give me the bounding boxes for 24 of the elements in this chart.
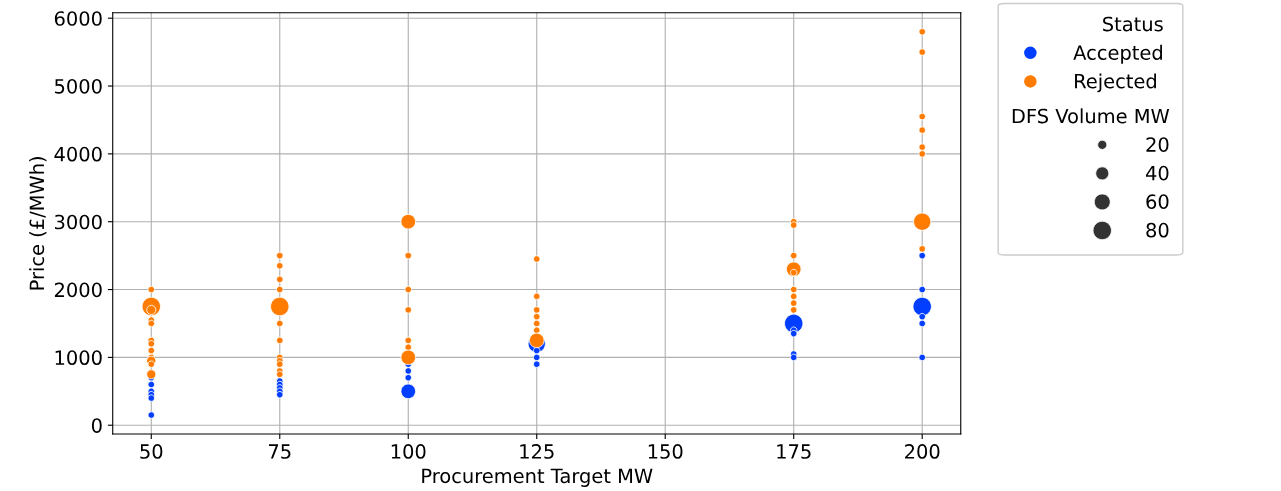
y-tick-label: 5000 — [55, 78, 102, 94]
x-tick-label: 175 — [777, 444, 811, 459]
legend-label: Accepted — [1073, 44, 1162, 64]
text: DFS Volume MW — [1012, 108, 1170, 124]
x-tick-label: 125 — [520, 444, 554, 459]
legend-label: 20 — [1146, 137, 1169, 152]
x-tick-label: 200 — [905, 444, 940, 459]
x-axis-title: Procurement Target MW — [422, 468, 653, 487]
legend-label: 60 — [1146, 194, 1169, 209]
legend-label: 80 — [1146, 222, 1169, 238]
y-tick-label: 1000 — [55, 350, 102, 366]
text: Status — [1103, 16, 1163, 32]
x-tick-label: 100 — [391, 444, 426, 459]
legend-label: Rejected — [1075, 73, 1156, 93]
y-tick-label: 0 — [91, 418, 102, 433]
x-tick-label: 50 — [140, 444, 163, 459]
y-axis-title: Price (£/MWh) — [29, 157, 47, 290]
legend-label: 40 — [1145, 165, 1169, 181]
y-tick-label: 4000 — [54, 146, 102, 162]
y-tick-label: 2000 — [54, 282, 102, 298]
x-tick-label: 150 — [648, 444, 683, 459]
y-tick-label: 6000 — [54, 11, 102, 26]
y-tick-label: 3000 — [55, 214, 102, 230]
x-tick-label: 75 — [268, 444, 291, 459]
